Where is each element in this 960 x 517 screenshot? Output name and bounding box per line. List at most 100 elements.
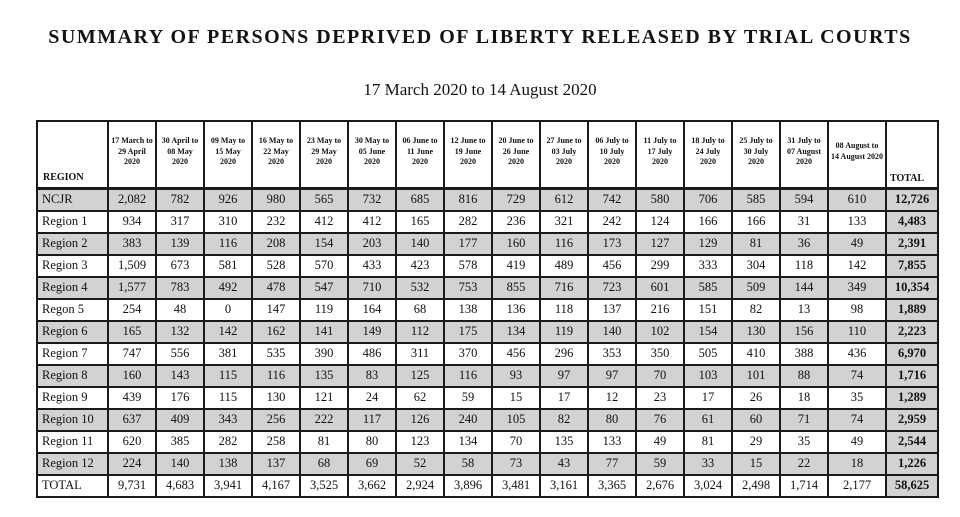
data-cell: 232 [251, 209, 301, 234]
data-cell: 612 [539, 187, 589, 212]
data-cell: 388 [779, 341, 829, 366]
row-total-cell: 2,959 [885, 407, 939, 432]
column-header-period: 12 June to 19 June 2020 [443, 120, 493, 190]
data-cell: 70 [635, 363, 685, 388]
data-cell: 137 [587, 297, 637, 322]
row-total-cell: 7,855 [885, 253, 939, 278]
data-cell: 2,082 [107, 187, 157, 212]
data-cell: 370 [443, 341, 493, 366]
table-row: Region 7 747 556 381 535 390 486 311 370 456 296 35… [36, 341, 939, 366]
data-cell: 216 [635, 297, 685, 322]
data-cell: 43 [539, 451, 589, 476]
data-cell: 532 [395, 275, 445, 300]
row-total-cell: 2,544 [885, 429, 939, 454]
data-cell: 147 [251, 297, 301, 322]
data-cell: 3,161 [539, 473, 589, 498]
data-cell: 68 [395, 297, 445, 322]
data-cell: 203 [347, 231, 397, 256]
data-cell: 130 [731, 319, 781, 344]
row-total-cell: 1,889 [885, 297, 939, 322]
data-cell: 3,024 [683, 473, 733, 498]
data-cell: 136 [491, 297, 541, 322]
data-cell: 23 [635, 385, 685, 410]
data-cell: 456 [491, 341, 541, 366]
data-cell: 3,896 [443, 473, 493, 498]
data-cell: 565 [299, 187, 349, 212]
column-header-period: 30 May to 05 June 2020 [347, 120, 397, 190]
data-cell: 1,714 [779, 473, 829, 498]
column-header-period: 30 April to 08 May 2020 [155, 120, 205, 190]
data-cell: 83 [347, 363, 397, 388]
data-cell: 26 [731, 385, 781, 410]
row-label: Region 12 [36, 451, 109, 476]
data-cell: 101 [731, 363, 781, 388]
data-cell: 486 [347, 341, 397, 366]
row-label: Region 4 [36, 275, 109, 300]
data-cell: 129 [683, 231, 733, 256]
data-cell: 578 [443, 253, 493, 278]
row-label: Region 10 [36, 407, 109, 432]
data-cell: 505 [683, 341, 733, 366]
row-label: Region 8 [36, 363, 109, 388]
data-cell: 151 [683, 297, 733, 322]
document-page: SUMMARY OF PERSONS DEPRIVED OF LIBERTY R… [0, 26, 960, 517]
data-cell: 9,731 [107, 473, 157, 498]
data-cell: 102 [635, 319, 685, 344]
header-row: REGION 17 March to 29 April 2020 30 April… [36, 120, 939, 190]
data-cell: 1,509 [107, 253, 157, 278]
data-cell: 710 [347, 275, 397, 300]
data-cell: 716 [539, 275, 589, 300]
data-cell: 22 [779, 451, 829, 476]
data-cell: 98 [827, 297, 887, 322]
data-cell: 140 [395, 231, 445, 256]
released-pdl-summary-table: REGION 17 March to 29 April 2020 30 April… [36, 120, 939, 498]
data-cell: 160 [107, 363, 157, 388]
data-cell: 304 [731, 253, 781, 278]
data-cell: 620 [107, 429, 157, 454]
data-cell: 17 [539, 385, 589, 410]
row-label: Region 11 [36, 429, 109, 454]
data-cell: 3,365 [587, 473, 637, 498]
data-cell: 76 [635, 407, 685, 432]
data-cell: 142 [827, 253, 887, 278]
data-cell: 77 [587, 451, 637, 476]
data-cell: 112 [395, 319, 445, 344]
data-cell: 282 [203, 429, 253, 454]
data-cell: 139 [155, 231, 205, 256]
data-cell: 73 [491, 451, 541, 476]
data-cell: 164 [347, 297, 397, 322]
data-cell: 412 [347, 209, 397, 234]
data-cell: 723 [587, 275, 637, 300]
column-header-period: 31 July to 07 August 2020 [779, 120, 829, 190]
row-label: Regon 5 [36, 297, 109, 322]
row-total-cell: 1,716 [885, 363, 939, 388]
data-cell: 166 [683, 209, 733, 234]
data-cell: 580 [635, 187, 685, 212]
data-cell: 24 [347, 385, 397, 410]
data-cell: 173 [587, 231, 637, 256]
data-cell: 140 [155, 451, 205, 476]
table-row: Regon 5 254 48 0 147 119 164 68 138 136 118 137 216 1… [36, 297, 939, 322]
table-body: NCJR 2,082 782 926 980 565 732 685 816 729 612 742 5… [36, 187, 939, 498]
data-cell: 105 [491, 407, 541, 432]
column-header-period: 23 May to 29 May 2020 [299, 120, 349, 190]
data-cell: 133 [587, 429, 637, 454]
data-cell: 154 [683, 319, 733, 344]
data-cell: 594 [779, 187, 829, 212]
row-total-cell: 12,726 [885, 187, 939, 212]
table-row: Region 11 620 385 282 258 81 80 123 134 70 135 133 4… [36, 429, 939, 454]
table-row: Region 9 439 176 115 130 121 24 62 59 15 17 12 23 17 2… [36, 385, 939, 410]
data-cell: 224 [107, 451, 157, 476]
row-total-cell: 1,289 [885, 385, 939, 410]
data-cell: 71 [779, 407, 829, 432]
data-cell: 855 [491, 275, 541, 300]
data-cell: 116 [443, 363, 493, 388]
data-cell: 296 [539, 341, 589, 366]
data-cell: 556 [155, 341, 205, 366]
data-cell: 4,167 [251, 473, 301, 498]
data-cell: 685 [395, 187, 445, 212]
data-cell: 509 [731, 275, 781, 300]
data-cell: 610 [827, 187, 887, 212]
data-cell: 547 [299, 275, 349, 300]
row-total-cell: 6,970 [885, 341, 939, 366]
